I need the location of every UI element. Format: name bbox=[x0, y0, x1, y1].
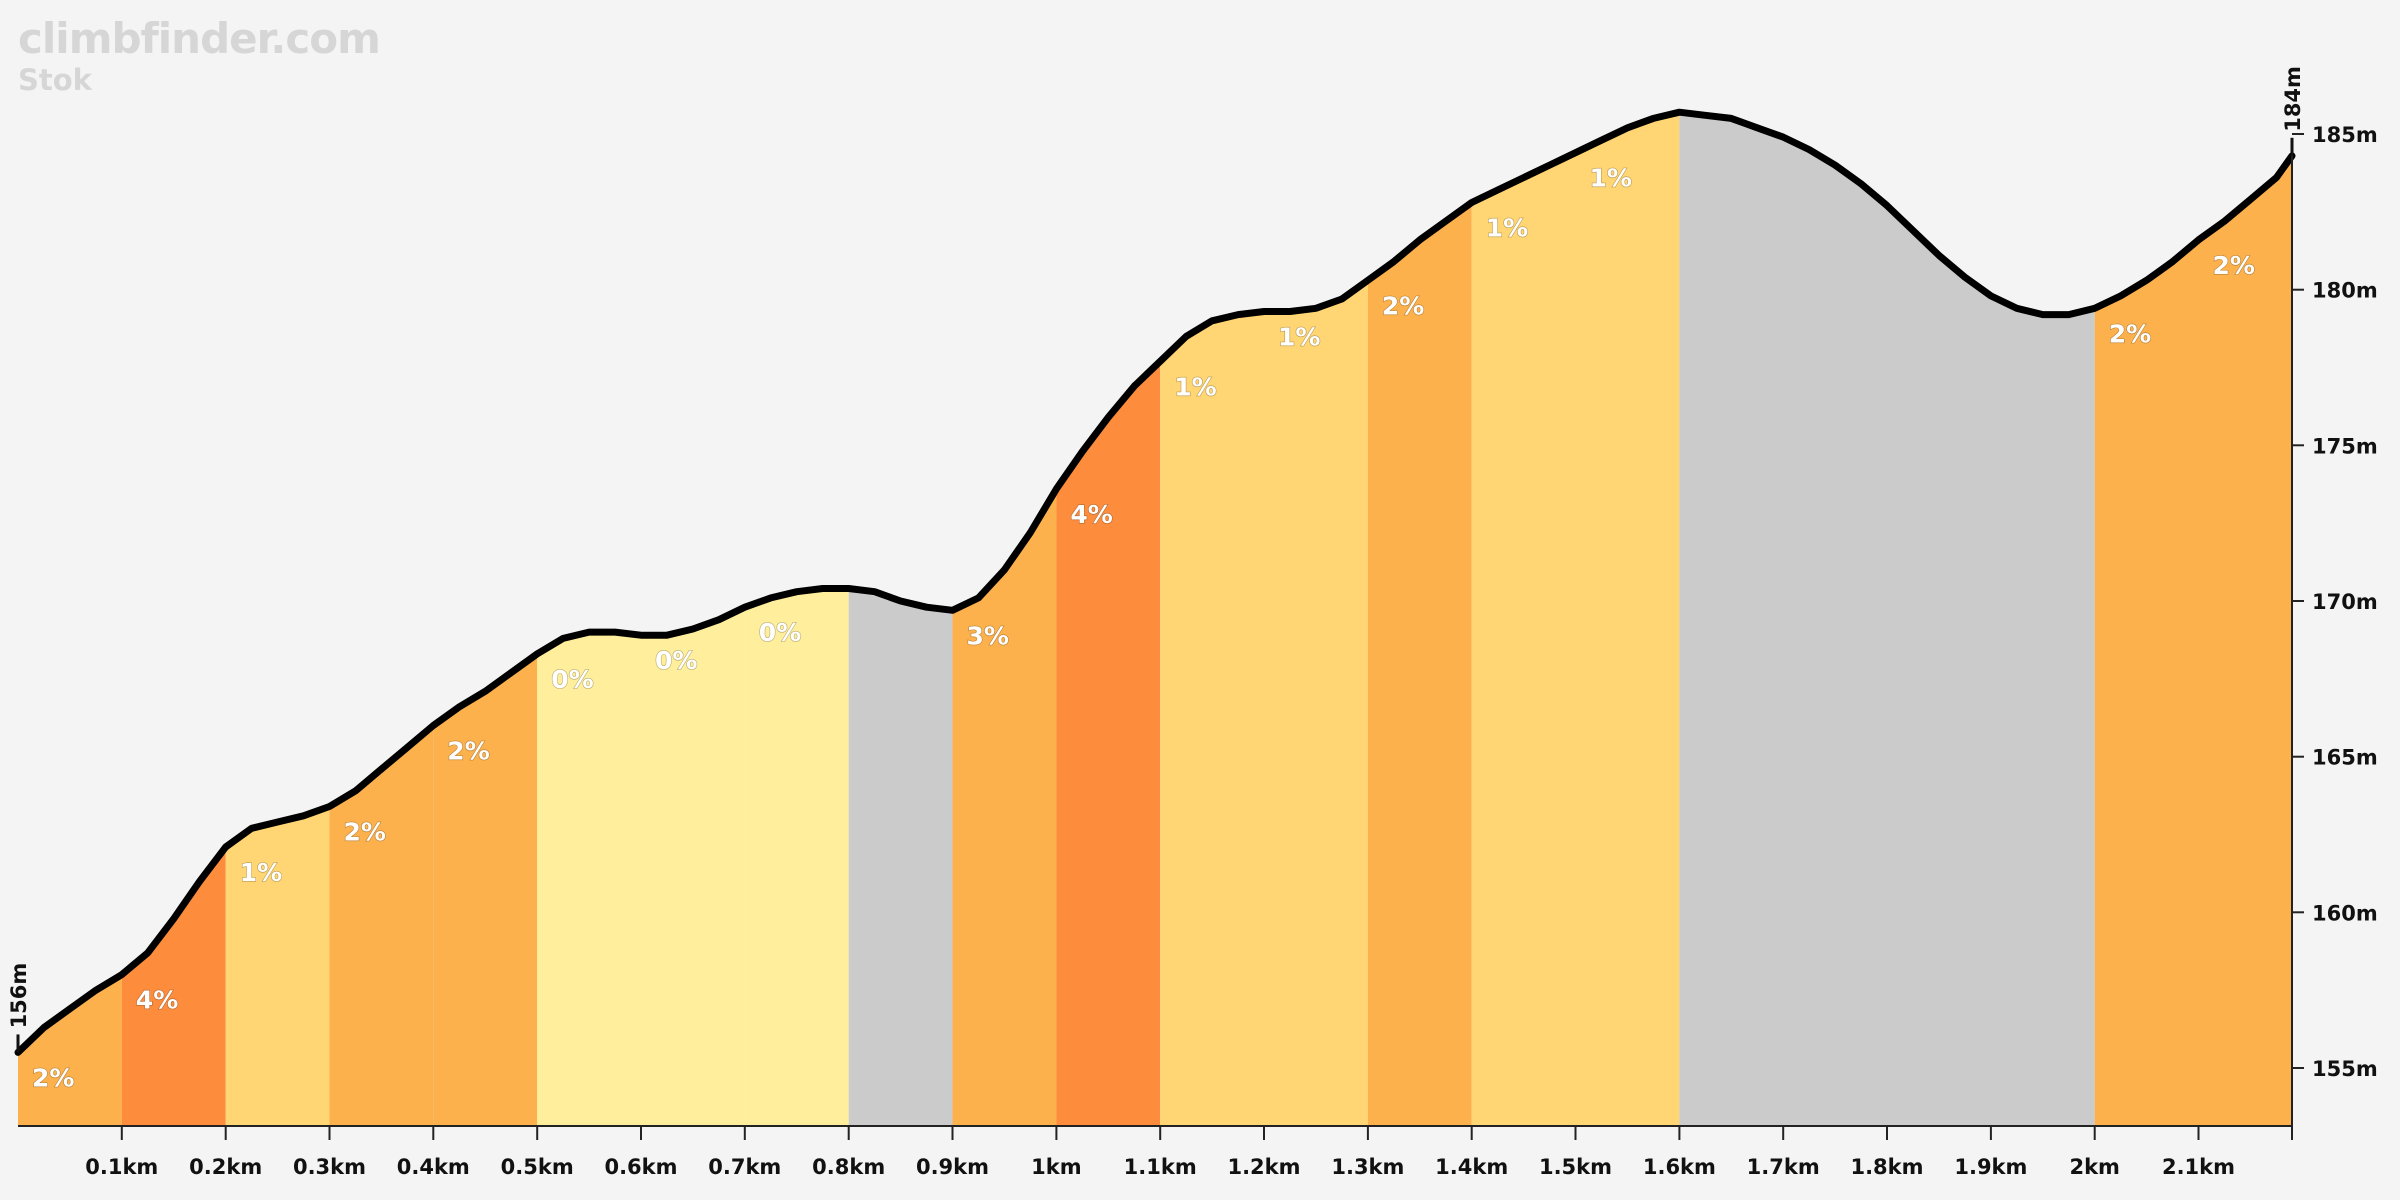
grade-segment bbox=[2094, 239, 2199, 1126]
y-tick-label: 180m bbox=[2312, 279, 2378, 303]
y-tick-label: 175m bbox=[2312, 434, 2378, 458]
grade-label: 2% bbox=[447, 737, 489, 766]
grade-segment bbox=[848, 588, 953, 1126]
grade-segment bbox=[18, 974, 122, 1126]
brand-watermark: climbfinder.com Stok bbox=[18, 14, 381, 97]
start-elevation-label: 156m bbox=[7, 963, 31, 1029]
x-tick-label: 0.5km bbox=[501, 1155, 574, 1179]
profile-line bbox=[14, 108, 2296, 1056]
grade-label: 0% bbox=[655, 646, 697, 675]
grade-segment bbox=[329, 725, 434, 1126]
y-tick-label: 160m bbox=[2312, 901, 2378, 925]
grade-segments bbox=[18, 112, 2292, 1127]
x-tick-label: 1.9km bbox=[1954, 1155, 2027, 1179]
grade-segment bbox=[121, 847, 226, 1126]
x-tick-label: 1.5km bbox=[1539, 1155, 1612, 1179]
grade-label: 4% bbox=[1070, 500, 1112, 529]
climb-name: Stok bbox=[18, 63, 92, 97]
grade-label: 3% bbox=[967, 621, 1009, 650]
grade-label: 4% bbox=[136, 986, 178, 1015]
x-tick-label: 1.7km bbox=[1747, 1155, 1820, 1179]
grade-label: 0% bbox=[551, 665, 593, 694]
x-tick-label: 1km bbox=[1031, 1155, 1081, 1179]
end-elevation-label: 184m bbox=[2281, 66, 2305, 132]
grade-segment bbox=[1679, 112, 2095, 1126]
x-tick-label: 0.9km bbox=[916, 1155, 989, 1179]
y-tick-label: 170m bbox=[2312, 590, 2378, 614]
grade-label: 1% bbox=[1486, 214, 1528, 243]
x-tick-label: 1.8km bbox=[1850, 1155, 1923, 1179]
x-tick-label: 1.3km bbox=[1331, 1155, 1404, 1179]
grade-segment bbox=[1264, 280, 1368, 1126]
x-tick-label: 1.2km bbox=[1227, 1155, 1300, 1179]
x-tick-label: 1.4km bbox=[1435, 1155, 1508, 1179]
y-tick-label: 155m bbox=[2312, 1057, 2378, 1081]
grade-segment bbox=[2198, 155, 2292, 1127]
grade-segment bbox=[1367, 202, 1472, 1126]
x-tick-label: 2km bbox=[2069, 1155, 2119, 1179]
grade-segment bbox=[1575, 112, 1680, 1126]
grade-segment bbox=[433, 653, 538, 1126]
grade-label: 2% bbox=[2109, 319, 2151, 348]
x-tick-label: 2.1km bbox=[2162, 1155, 2235, 1179]
grade-segment bbox=[537, 632, 641, 1126]
x-tick-label: 0.1km bbox=[85, 1155, 158, 1179]
x-tick-label: 0.8km bbox=[812, 1155, 885, 1179]
grade-segment bbox=[641, 607, 745, 1126]
grade-segment bbox=[744, 588, 849, 1126]
axes: 0.1km 0.2km 0.3km 0.4km 0.5km 0.6km 0.7km 0.8km… bbox=[18, 123, 2378, 1179]
x-tick-label: 1.1km bbox=[1124, 1155, 1197, 1179]
grade-segment bbox=[1160, 311, 1264, 1126]
grade-label: 1% bbox=[1590, 164, 1632, 193]
site-logo: climbfinder.com bbox=[18, 14, 381, 63]
grade-label: 2% bbox=[2213, 251, 2255, 280]
grade-label: 1% bbox=[240, 858, 282, 887]
x-tick-label: 0.7km bbox=[708, 1155, 781, 1179]
grade-segment bbox=[1471, 152, 1576, 1126]
y-tick-label: 185m bbox=[2312, 123, 2378, 147]
grade-label: 1% bbox=[1278, 323, 1320, 352]
grade-label: 0% bbox=[759, 618, 801, 647]
y-tick-label: 165m bbox=[2312, 746, 2378, 770]
endpoint-labels: 156m 184m bbox=[7, 66, 2305, 1053]
x-tick-label: 0.6km bbox=[604, 1155, 677, 1179]
grade-label: 1% bbox=[1174, 372, 1216, 401]
x-tick-label: 0.4km bbox=[397, 1155, 470, 1179]
grade-segment bbox=[952, 488, 1057, 1126]
grade-labels: 2% 4% 1% 2% 2% 0% 0% 0% 3% 4% 1% 1% 2% 1% 1% 2% 2% bbox=[31, 163, 2255, 1093]
grade-label: 2% bbox=[1382, 291, 1424, 320]
grade-label: 2% bbox=[344, 818, 386, 847]
grade-segment bbox=[225, 806, 330, 1126]
x-tick-label: 0.2km bbox=[189, 1155, 262, 1179]
profile-line-group bbox=[14, 108, 2296, 1056]
x-tick-label: 0.3km bbox=[293, 1155, 366, 1179]
grade-label: 2% bbox=[32, 1063, 74, 1092]
grade-segment bbox=[1056, 361, 1161, 1126]
x-tick-label: 1.6km bbox=[1643, 1155, 1716, 1179]
